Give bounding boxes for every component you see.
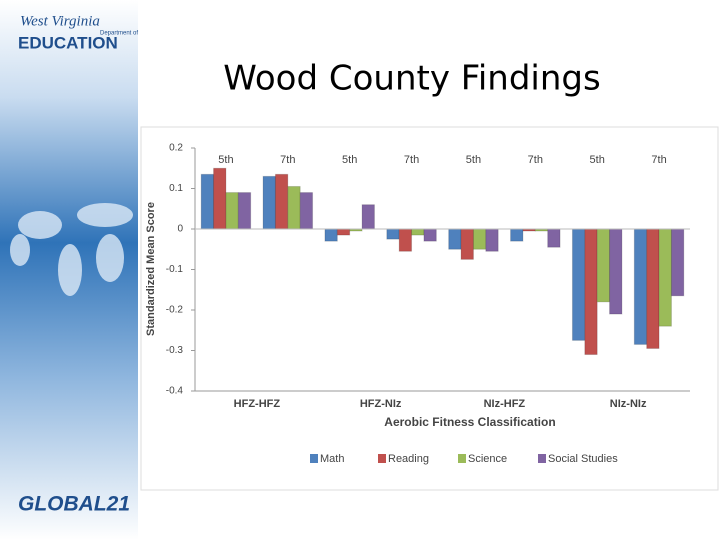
bar xyxy=(460,228,474,260)
y-tick-label: -0.3 xyxy=(166,345,184,356)
bar xyxy=(670,228,685,297)
logo-text: Department of xyxy=(100,31,138,37)
bar xyxy=(336,228,351,236)
legend-label: Science xyxy=(468,453,507,465)
group-label: HFZ-HFZ xyxy=(234,398,281,410)
bar xyxy=(633,228,648,345)
y-tick-label: 0 xyxy=(177,224,183,235)
x-axis-label: Aerobic Fitness Classification xyxy=(384,415,555,429)
bar xyxy=(609,228,623,315)
category-label: 5th xyxy=(590,154,605,166)
legend-swatch xyxy=(458,454,466,463)
category-label: 5th xyxy=(466,154,481,166)
group-label: NIz-HFZ xyxy=(484,398,526,410)
y-axis-label: Standardized Mean Score xyxy=(145,202,157,336)
legend-label: Math xyxy=(320,453,344,465)
bar xyxy=(547,228,561,248)
category-label: 7th xyxy=(280,154,295,166)
bar xyxy=(448,228,462,250)
bar xyxy=(213,167,227,230)
bar xyxy=(361,204,375,230)
category-label: 5th xyxy=(342,154,357,166)
bar xyxy=(225,192,239,230)
globe xyxy=(10,203,133,296)
category-label: 5th xyxy=(218,154,233,166)
y-tick-label: -0.2 xyxy=(166,305,184,316)
group-label: HFZ-NIz xyxy=(360,398,402,410)
bar xyxy=(200,173,215,230)
legend-swatch xyxy=(538,454,546,463)
bar xyxy=(237,192,252,230)
chart-panel xyxy=(140,126,719,491)
category-label: 7th xyxy=(404,154,419,166)
category-label: 7th xyxy=(528,154,543,166)
category-label: 7th xyxy=(651,154,666,166)
logo-text: GLOBAL21 xyxy=(18,493,130,516)
bar xyxy=(398,228,413,252)
group-label: NIz-NIz xyxy=(610,398,647,410)
bar xyxy=(411,228,425,236)
bar xyxy=(658,228,672,327)
logo-text: West Virginia xyxy=(20,13,100,29)
y-tick-label: -0.1 xyxy=(166,264,184,275)
bar xyxy=(485,228,499,252)
y-tick-label: 0.2 xyxy=(169,143,183,154)
bar xyxy=(596,228,611,303)
bar xyxy=(299,192,314,230)
bar xyxy=(324,228,338,242)
bar xyxy=(423,228,437,242)
bar xyxy=(584,228,598,356)
bar xyxy=(571,228,586,341)
bar xyxy=(646,228,660,349)
slide-title: Wood County Findings xyxy=(223,59,600,99)
legend-label: Reading xyxy=(388,453,429,465)
legend-label: Social Studies xyxy=(548,453,618,465)
bar xyxy=(274,173,289,230)
bar xyxy=(510,228,524,242)
legend-swatch xyxy=(378,454,386,463)
bar xyxy=(386,228,400,240)
bar xyxy=(472,228,487,250)
legend-swatch xyxy=(310,454,318,463)
logo-text: EDUCATION xyxy=(18,33,118,52)
y-tick-label: -0.4 xyxy=(166,386,184,397)
bar xyxy=(287,185,301,230)
y-tick-label: 0.1 xyxy=(169,183,183,194)
bar xyxy=(262,175,276,230)
